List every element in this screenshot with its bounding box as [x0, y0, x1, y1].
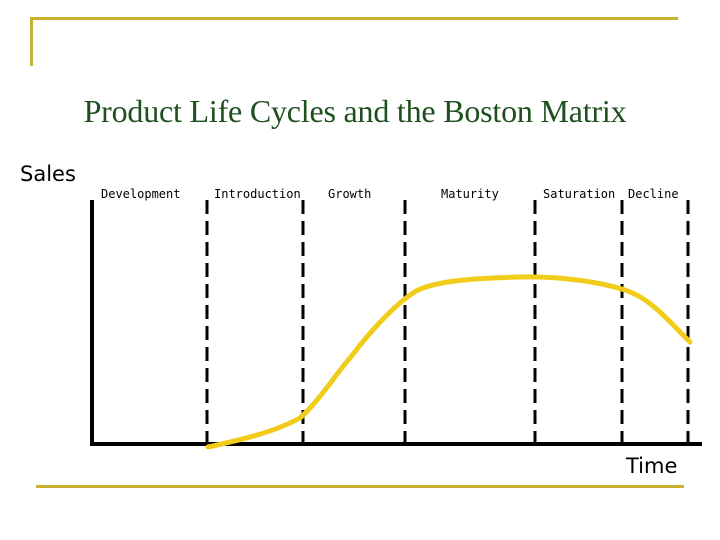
- slide-frame-top-rule: [30, 17, 678, 20]
- stage-label-development: Development: [101, 187, 181, 201]
- stage-label-saturation: Saturation: [543, 187, 616, 201]
- x-axis-label: Time: [626, 454, 678, 478]
- stage-label-introduction: Introduction: [214, 187, 301, 201]
- slide-title: Product Life Cycles and the Boston Matri…: [83, 93, 627, 129]
- slide-frame-left-rule: [30, 17, 33, 66]
- stage-label-maturity: Maturity: [441, 187, 499, 201]
- stage-label-decline: Decline: [628, 187, 679, 201]
- stage-label-growth: Growth: [328, 187, 372, 201]
- y-axis-label: Sales: [20, 162, 76, 186]
- slide-frame-bottom-rule: [36, 485, 684, 488]
- sales-curve: [205, 274, 693, 450]
